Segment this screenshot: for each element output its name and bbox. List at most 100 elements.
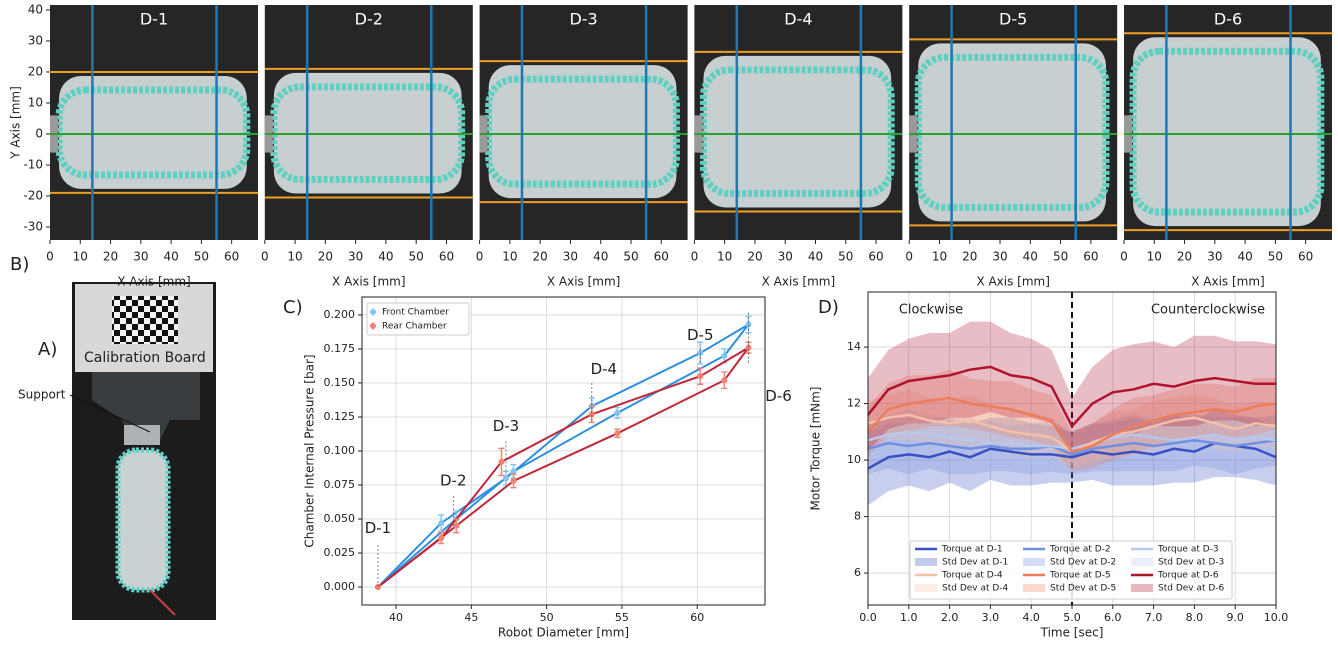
y-tick-label: -20: [23, 188, 43, 202]
marker: [697, 373, 704, 380]
x-tick-label: 60: [690, 611, 704, 624]
x-tick-label: 30: [348, 250, 363, 264]
marker: [721, 352, 728, 359]
photo-title: D-3: [569, 10, 597, 29]
x-axis-label: X Axis [mm]: [332, 275, 406, 289]
robot-band: [270, 83, 466, 184]
robot-band: [485, 75, 680, 188]
std-band: [868, 369, 1276, 472]
x-tick-label: 7.0: [1145, 611, 1163, 624]
x-tick-label: 40: [378, 250, 393, 264]
y-tick-label: 10: [847, 453, 861, 466]
marker: [510, 468, 517, 475]
x-tick-label: 50: [1268, 250, 1283, 264]
marker: [438, 535, 445, 542]
marker: [453, 522, 460, 529]
x-tick-label: 50: [623, 250, 638, 264]
annotation: D-5: [687, 326, 714, 344]
x-tick-label: 0: [1120, 250, 1128, 264]
y-axis-label: Y Axis [mm]: [9, 86, 23, 160]
x-tick-label: 20: [1177, 250, 1192, 264]
y-tick-label: -10: [23, 157, 43, 171]
y-tick-label: 14: [847, 340, 861, 353]
x-tick-label: 60: [868, 250, 883, 264]
panel-label: D): [818, 297, 839, 318]
legend-swatch: [1023, 584, 1045, 592]
x-tick-label: 20: [103, 250, 118, 264]
series-line: [867, 365, 1276, 429]
x-tick-label: 30: [992, 250, 1007, 264]
x-tick-label: 10.0: [1264, 611, 1289, 624]
y-tick-label: -30: [23, 219, 43, 233]
x-tick-label: 60: [224, 250, 239, 264]
x-tick-label: 55: [615, 611, 629, 624]
y-tick-label: 0.075: [324, 478, 356, 491]
y-tick-label: 0.000: [324, 580, 356, 593]
photo-label: Support: [18, 388, 66, 402]
x-axis-label: X Axis [mm]: [976, 275, 1050, 289]
x-tick-label: 50: [409, 250, 424, 264]
x-tick-label: 20: [747, 250, 762, 264]
series-line: [867, 441, 1277, 470]
robot-body: [59, 75, 247, 189]
support-pointer: [69, 394, 151, 433]
y-tick-label: 0.150: [324, 376, 356, 389]
annotation: D-1: [365, 519, 392, 537]
std-band: [868, 414, 1276, 475]
robot-body: [703, 55, 892, 208]
panel-label: A): [38, 339, 57, 360]
legend-label: Std Dev at D-5: [1050, 584, 1116, 594]
legend-label: Rear Chamber: [382, 322, 447, 332]
support-mount: [124, 425, 160, 445]
x-tick-label: 10: [502, 250, 517, 264]
x-tick-label: 8.0: [1186, 611, 1204, 624]
legend-swatch: [1131, 584, 1153, 592]
x-tick-label: 40: [593, 250, 608, 264]
x-tick-label: 10: [932, 250, 947, 264]
x-tick-label: 30: [133, 250, 148, 264]
legend-label: Std Dev at D-3: [1158, 558, 1224, 568]
legend-label: Front Chamber: [382, 308, 449, 318]
y-tick-label: 20: [28, 64, 43, 78]
x-tick-label: 10: [287, 250, 302, 264]
robot-body: [488, 65, 677, 199]
y-tick-label: 0.050: [324, 512, 356, 525]
legend-label: Std Dev at D-1: [942, 558, 1008, 568]
x-tick-label: 50: [838, 250, 853, 264]
photo-title: D-5: [999, 10, 1027, 29]
series-line: [867, 430, 1277, 451]
x-tick-label: 40: [1237, 250, 1252, 264]
x-tick-label: 40: [163, 250, 178, 264]
legend-swatch: [1023, 558, 1045, 566]
x-tick-label: 60: [1298, 250, 1313, 264]
legend-swatch: [915, 558, 937, 566]
y-axis-label: Motor Torque [mNm]: [809, 387, 823, 511]
legend-swatch: [915, 584, 937, 592]
marker: [745, 321, 752, 328]
x-tick-label: 30: [778, 250, 793, 264]
y-tick-label: 0.025: [324, 546, 356, 559]
marker: [510, 477, 517, 484]
x-tick-label: 50: [1053, 250, 1068, 264]
x-tick-label: 60: [439, 250, 454, 264]
support: [92, 372, 200, 440]
robot-body: [918, 43, 1106, 222]
x-tick-label: 20: [533, 250, 548, 264]
annotation: Counterclockwise: [1151, 303, 1265, 318]
x-axis-label: X Axis [mm]: [1191, 275, 1265, 289]
x-tick-label: 60: [1083, 250, 1098, 264]
marker: [745, 344, 752, 351]
x-tick-label: 1.0: [900, 611, 918, 624]
x-axis-label: Time [sec]: [1040, 626, 1104, 640]
x-tick-label: 4.0: [1022, 611, 1040, 624]
x-tick-label: 10: [1147, 250, 1162, 264]
annotation: D-4: [591, 360, 618, 378]
legend-label: Torque at D-5: [1049, 571, 1111, 581]
x-tick-label: 10: [717, 250, 732, 264]
x-tick-label: 50: [540, 611, 554, 624]
panel-label: B): [10, 254, 29, 275]
robot-band: [55, 86, 251, 179]
cable: [149, 589, 176, 616]
